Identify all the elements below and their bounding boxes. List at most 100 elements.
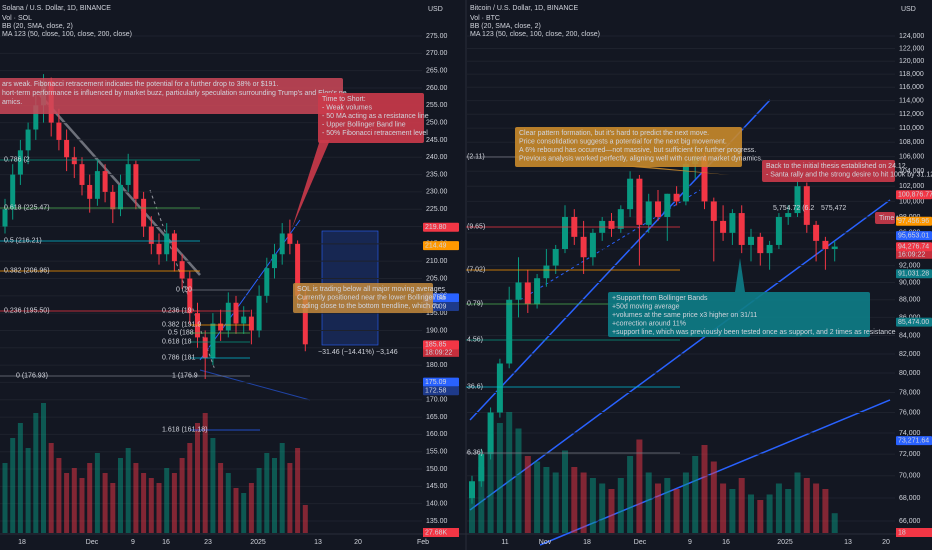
volume-bar [64, 473, 70, 533]
trendline [469, 199, 891, 511]
volume-bar [655, 483, 661, 533]
indicator-label: MA 123 (50, close, 100, close, 200, clos… [2, 31, 132, 38]
fib-label: 0.5 (188 [168, 329, 194, 336]
price-tag [896, 269, 932, 279]
volume-bar [599, 483, 606, 533]
candle-body [64, 139, 70, 158]
candle-body [110, 191, 116, 210]
candle-body [302, 295, 308, 345]
y-tick-label: 106,000 [899, 153, 924, 160]
volume-bar [133, 463, 139, 533]
volume-bar [831, 513, 838, 533]
note-text: Time t [879, 215, 898, 222]
note-text: hort-term performance is influenced by m… [2, 90, 347, 97]
y-tick-label: 210.00 [426, 258, 448, 265]
note-text: SOL is trading below all major moving av… [297, 286, 445, 293]
price-tag [896, 317, 932, 327]
volume-bar [775, 483, 782, 533]
indicator-label: Vol · SOL [2, 15, 32, 22]
candle-body [748, 236, 754, 245]
measure-label: −31.46 (−14.41%) −3,146 [318, 349, 398, 356]
fib-label: (7.02) [467, 266, 485, 273]
candle-body [738, 213, 745, 245]
volume-bar [617, 478, 624, 533]
y-tick-label: 165.00 [426, 414, 448, 421]
indicator-label: Vol · BTC [470, 15, 500, 22]
volume-bar [692, 456, 699, 533]
y-tick-label: 110,000 [899, 125, 924, 132]
price-tag-label: 197.45 [425, 295, 447, 302]
y-tick-label: 145.00 [426, 483, 448, 490]
x-tick-label: 2025 [777, 539, 793, 546]
y-tick-label: 88,000 [899, 297, 921, 304]
indicator-label: BB (20, SMA, close, 2) [2, 23, 73, 30]
candle-body [785, 213, 792, 217]
y-tick-label: 66,000 [899, 518, 921, 525]
fib-label: 0.618 (225.47) [4, 204, 50, 211]
callout-pointer [735, 258, 745, 292]
price-tag-label: 100,876.77 [898, 192, 932, 199]
note-text: Time to Short: [322, 96, 366, 103]
candle-body [56, 122, 62, 140]
candle-body [627, 178, 634, 210]
fib-label: 0.786 (2 [4, 156, 30, 163]
volume-bar [48, 443, 54, 533]
candle-body [478, 454, 485, 482]
volume-bar [148, 478, 154, 533]
candle-body [10, 174, 16, 210]
price-tag [896, 242, 932, 252]
price-tag [423, 377, 459, 387]
candle-body [33, 105, 39, 130]
x-tick-label: 16 [162, 539, 170, 546]
y-tick-label: 108,000 [899, 139, 924, 146]
candle-body [682, 163, 689, 202]
y-tick-label: 170.00 [426, 397, 448, 404]
y-tick-label: 260.00 [426, 85, 448, 92]
trendline [199, 369, 311, 401]
candle-body [156, 243, 162, 255]
indicator-label: BB (20, SMA, close, 2) [470, 23, 541, 30]
y-tick-label: 270.00 [426, 50, 448, 57]
x-tick-label: Nov [539, 539, 552, 546]
volume-bar [487, 434, 494, 533]
candle-body [287, 233, 293, 244]
price-tag-label: 185.85 [425, 342, 447, 349]
x-tick-label: 9 [131, 539, 135, 546]
fib-label: (2.11) [467, 153, 485, 160]
y-tick-label: 90,000 [899, 279, 921, 286]
price-tag-label: 97,456.96 [898, 218, 929, 225]
volume-bar [94, 453, 100, 533]
volume-bar [682, 472, 689, 533]
note-box [318, 93, 424, 143]
volume-bar [757, 500, 764, 533]
y-tick-label: 76,000 [899, 409, 921, 416]
volume-bar [543, 467, 550, 533]
price-tag [423, 241, 459, 251]
volume-bar [218, 463, 224, 533]
y-tick-label: 82,000 [899, 351, 921, 358]
volume-bar [552, 472, 559, 533]
y-tick-label: 135.00 [426, 518, 448, 525]
price-tag-label: 197.09 [425, 303, 447, 310]
fib-label: (9.65) [467, 223, 485, 230]
candle-body [589, 232, 596, 258]
volume-bar [118, 458, 123, 533]
note-text: +50d moving average [612, 303, 680, 310]
y-tick-label: 120,000 [899, 58, 924, 65]
volume-tag-bg [423, 528, 459, 537]
candle-body [766, 244, 773, 254]
y-tick-label: 155.00 [426, 449, 448, 456]
volume-bar [256, 468, 262, 533]
price-tag-label: 95,653.01 [898, 232, 929, 239]
time-tag: 16:09:22 [898, 252, 925, 259]
volume-bar [164, 468, 170, 533]
candle-body [202, 337, 208, 359]
price-tag [896, 216, 932, 226]
y-tick-label: 72,000 [899, 451, 921, 458]
x-tick-label: 16 [722, 539, 730, 546]
volume-bar [534, 461, 541, 533]
volume-bar [264, 453, 270, 533]
fib-label: 4.56) [467, 336, 483, 343]
volume-bar [279, 443, 285, 533]
y-tick-label: 265.00 [426, 67, 448, 74]
